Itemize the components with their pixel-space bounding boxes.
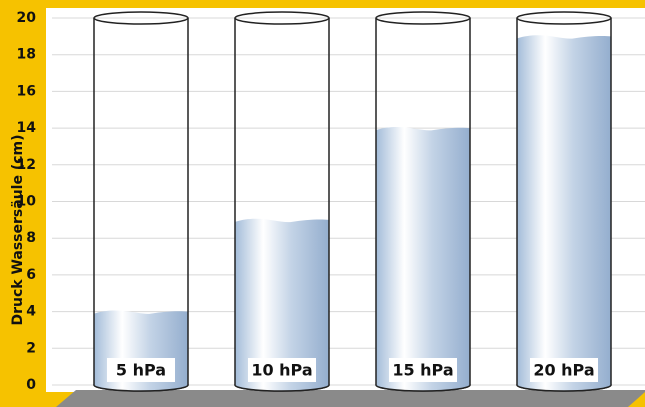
y-tick-label: 2	[26, 340, 36, 356]
y-tick-label: 20	[17, 10, 37, 26]
x-tick-label: 5 hPa	[116, 361, 166, 380]
y-tick-label: 0	[26, 377, 36, 393]
x-tick-label: 15 hPa	[392, 361, 453, 380]
water-column	[376, 127, 470, 391]
y-tick-label: 12	[17, 157, 36, 173]
x-tick-label: 20 hPa	[533, 361, 594, 380]
y-tick-label: 10	[17, 194, 37, 210]
y-tick-label: 16	[17, 83, 36, 99]
floor	[56, 390, 645, 407]
x-tick-label: 10 hPa	[251, 361, 312, 380]
y-tick-label: 14	[17, 120, 37, 136]
chart: Druck Wassersäule (cm) 02468101214161820…	[0, 0, 645, 407]
water-column	[517, 35, 611, 391]
y-tick-label: 6	[26, 267, 36, 283]
y-tick-label: 4	[26, 304, 36, 320]
y-tick-label: 18	[17, 47, 36, 63]
y-tick-label: 8	[26, 230, 36, 246]
